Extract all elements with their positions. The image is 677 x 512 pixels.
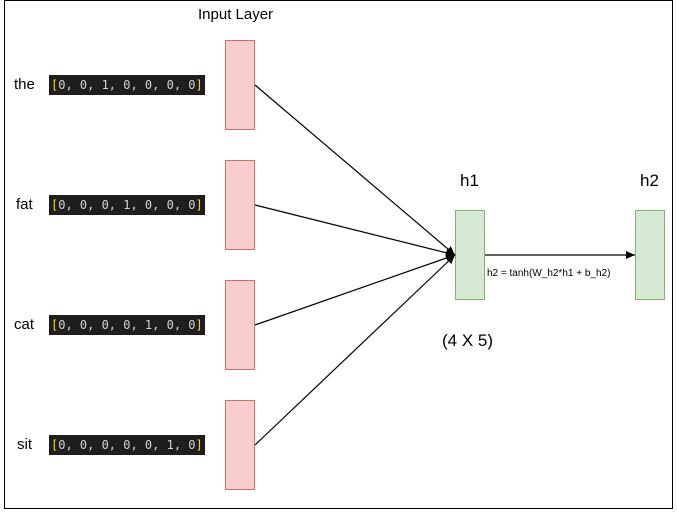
h2-label: h2	[640, 171, 659, 190]
input-node-sit	[225, 400, 255, 490]
vector-values: 0, 0, 0, 1, 0, 0, 0	[58, 198, 196, 212]
h2-equation: h2 = tanh(W_h2*h1 + b_h2)	[487, 268, 611, 279]
h1-label: h1	[460, 171, 479, 190]
one-hot-vector-cat: [0, 0, 0, 0, 1, 0, 0]	[49, 315, 205, 335]
one-hot-vector-sit: [0, 0, 0, 0, 0, 1, 0]	[49, 435, 205, 455]
h1-dimensions: (4 X 5)	[442, 331, 494, 350]
one-hot-vector-the: [0, 0, 1, 0, 0, 0, 0]	[49, 75, 205, 95]
input-node-cat	[225, 280, 255, 370]
word-label-cat: cat	[14, 316, 35, 333]
vector-values: 0, 0, 0, 0, 1, 0, 0	[58, 318, 196, 332]
edge-sit-to-h1	[254, 254, 456, 446]
word-label-sit: sit	[17, 436, 32, 453]
h1-node	[455, 210, 485, 300]
vector-values: 0, 0, 1, 0, 0, 0, 0	[58, 78, 196, 92]
input-node-fat	[225, 160, 255, 250]
edge-cat-to-h1	[254, 254, 456, 326]
input-node-the	[225, 40, 255, 130]
input-layer-title: Input Layer	[198, 6, 274, 23]
word-label-fat: fat	[16, 196, 33, 213]
diagram-frame	[4, 0, 673, 509]
vector-values: 0, 0, 0, 0, 0, 1, 0	[58, 438, 196, 452]
edge-fat-to-h1	[254, 204, 456, 257]
edge-the-to-h1	[254, 84, 456, 256]
h2-node	[635, 210, 665, 300]
word-label-the: the	[14, 76, 35, 93]
one-hot-vector-fat: [0, 0, 0, 1, 0, 0, 0]	[49, 195, 205, 215]
